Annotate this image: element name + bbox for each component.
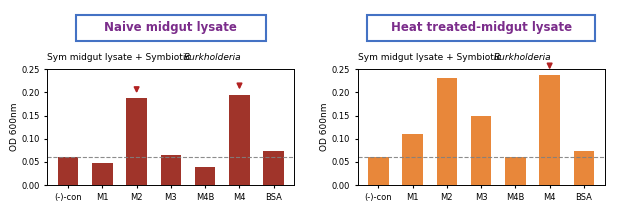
Text: Burkholderia: Burkholderia [494,54,551,62]
Text: Burkholderia: Burkholderia [184,54,241,62]
Y-axis label: OD 600nm: OD 600nm [9,103,19,151]
Bar [505,157,525,185]
Bar [368,157,389,185]
Bar [195,167,215,185]
Bar [471,116,491,185]
Bar [402,134,423,185]
Bar [127,98,147,185]
Bar [92,163,113,185]
Bar [58,157,78,185]
Y-axis label: OD 600nm: OD 600nm [320,103,329,151]
Bar [573,151,594,185]
Bar [229,95,250,185]
Bar [437,78,457,185]
Text: Heat treated-midgut lysate: Heat treated-midgut lysate [391,21,572,34]
Bar [263,151,284,185]
Text: Sym midgut lysate + Symbiotic: Sym midgut lysate + Symbiotic [47,54,194,62]
Text: Naive midgut lysate: Naive midgut lysate [104,21,237,34]
Bar [539,75,560,185]
Text: Sym midgut lysate + Symbiotic: Sym midgut lysate + Symbiotic [358,54,504,62]
Bar [161,155,181,185]
